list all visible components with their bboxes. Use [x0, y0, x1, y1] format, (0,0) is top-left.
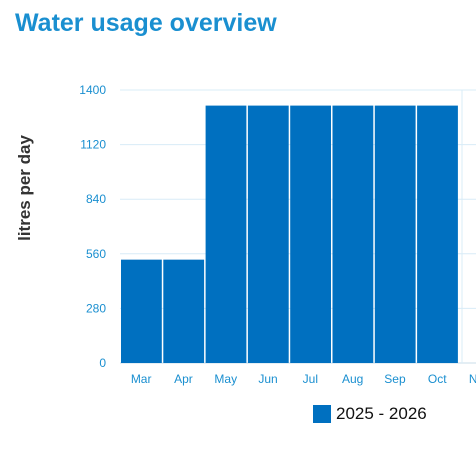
x-tick-label: Jul [303, 372, 318, 386]
y-tick-label: 840 [86, 192, 106, 206]
x-tick-label: Jun [258, 372, 277, 386]
bar [247, 105, 289, 363]
bar [163, 259, 205, 363]
x-tick-label: Mar [131, 372, 152, 386]
y-tick-label: 560 [86, 247, 106, 261]
bar [290, 105, 331, 363]
bar [417, 105, 458, 363]
bar [374, 105, 416, 363]
legend-label: 2025 - 2026 [336, 404, 427, 423]
x-tick-label: Sep [384, 372, 406, 386]
y-tick-label: 1120 [80, 138, 106, 152]
y-tick-label: 280 [86, 301, 106, 315]
bar [332, 105, 374, 363]
x-tick-label: Aug [342, 372, 363, 386]
x-tick-label: Oct [428, 372, 447, 386]
chart-title: Water usage overview [15, 9, 277, 37]
x-tick-label: Apr [174, 372, 193, 386]
y-tick-label: 0 [99, 356, 106, 370]
bar [205, 105, 247, 363]
y-axis-label: litres per day [15, 135, 34, 241]
legend[interactable]: 2025 - 2026 [313, 404, 427, 424]
x-tick-label: Nov [469, 372, 476, 386]
x-tick-label: May [214, 372, 237, 386]
y-tick-label: 1400 [79, 83, 106, 97]
legend-swatch [313, 405, 331, 423]
bar [121, 259, 162, 363]
